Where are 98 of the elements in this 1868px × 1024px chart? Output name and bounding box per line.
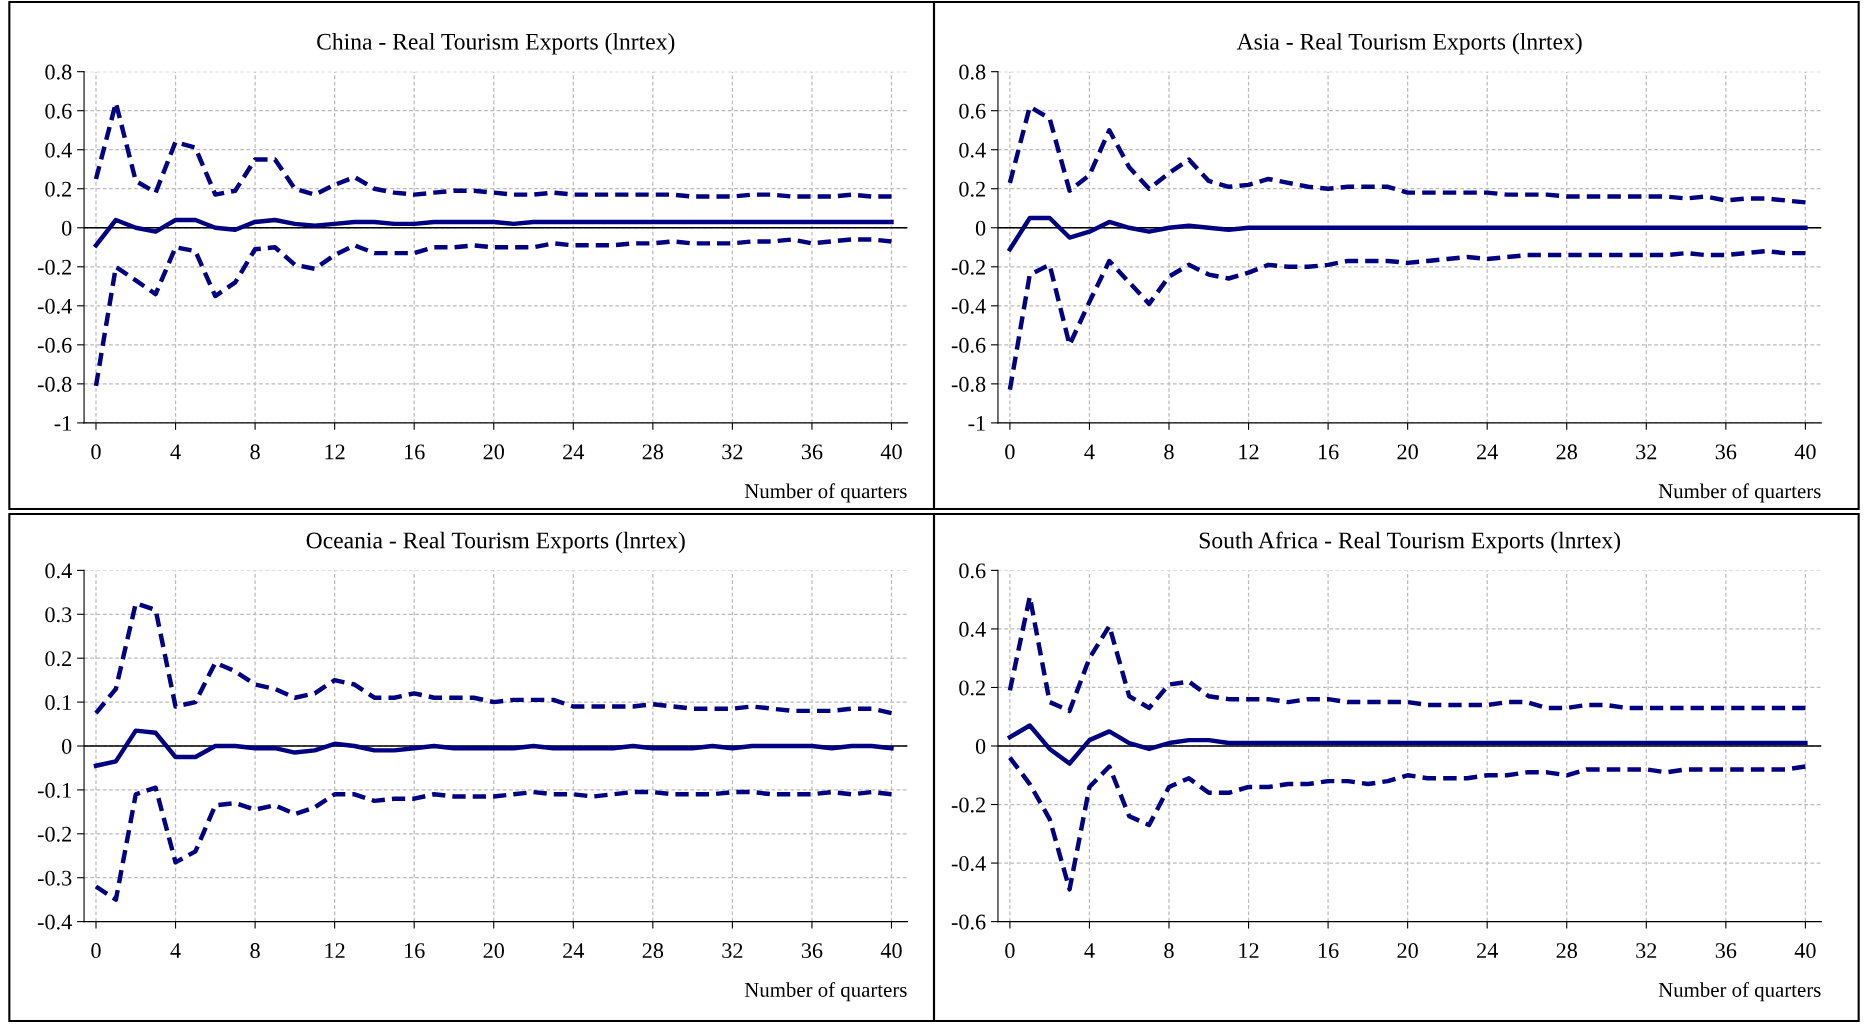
x-tick-label: 0 — [91, 943, 101, 959]
y-tick-label: 0.3 — [45, 607, 72, 623]
y-tick-label: -0.6 — [951, 914, 986, 930]
x-axis-title: Number of quarters — [1658, 483, 1821, 503]
y-tick-label: 0 — [975, 738, 986, 754]
x-tick-label: 20 — [483, 943, 504, 959]
x-tick-label: 16 — [405, 444, 425, 460]
x-tick-label: 12 — [1239, 943, 1259, 958]
line-series — [1007, 723, 1808, 766]
y-tick-label: -0.6 — [37, 337, 72, 353]
x-tick-label: 32 — [722, 444, 743, 460]
y-tick-label: -0.4 — [37, 914, 72, 930]
x-tick-label: 8 — [250, 943, 260, 959]
y-tick-label: -0.2 — [951, 797, 985, 813]
x-tick-label: 28 — [642, 444, 664, 460]
x-tick-label: 40 — [880, 444, 902, 460]
x-tick-label: 12 — [325, 943, 345, 958]
x-tick-label: 8 — [250, 444, 260, 460]
x-tick-label: 12 — [1239, 444, 1259, 460]
x-tick-label: 20 — [1397, 943, 1418, 959]
x-tick-label: 20 — [1397, 444, 1418, 460]
y-tick-label: 0.4 — [959, 142, 986, 158]
y-tick-label: 0.4 — [959, 621, 986, 637]
x-tick-label: 24 — [1477, 444, 1498, 460]
chart-title: Asia - Real Tourism Exports (lnrtex) — [1236, 33, 1582, 55]
x-tick-label: 8 — [1164, 444, 1174, 460]
line-series — [93, 728, 894, 768]
y-tick-label: -0.8 — [951, 376, 986, 392]
y-tick-label: 0.2 — [45, 651, 72, 667]
x-tick-label: 32 — [1636, 943, 1657, 959]
y-tick-label: -0.2 — [37, 259, 72, 275]
x-tick-label: 40 — [1794, 444, 1816, 460]
y-tick-label: -0.1 — [37, 782, 71, 798]
y-tick-label: -0.6 — [951, 337, 986, 353]
x-tick-label: 28 — [1556, 943, 1578, 959]
x-tick-label: 28 — [642, 943, 664, 959]
x-tick-label: 24 — [563, 943, 585, 958]
line-series — [1007, 248, 1808, 392]
y-tick-label: 0.6 — [959, 103, 986, 119]
x-tick-label: 36 — [801, 943, 823, 959]
x-tick-label: 0 — [1005, 444, 1015, 460]
y-tick-label: 0.4 — [45, 142, 72, 158]
x-tick-label: 28 — [1556, 444, 1578, 460]
x-tick-label: 16 — [405, 943, 425, 959]
x-tick-label: 4 — [1084, 943, 1095, 958]
x-axis-title: Number of quarters — [744, 982, 907, 1002]
y-tick-label: -0.4 — [37, 298, 72, 314]
y-tick-label: 0.1 — [45, 695, 71, 711]
y-tick-label: 0.6 — [959, 563, 986, 579]
x-tick-label: 40 — [1794, 943, 1816, 959]
x-tick-label: 32 — [722, 943, 743, 959]
x-tick-label: 40 — [880, 943, 902, 959]
line-series — [93, 601, 894, 716]
x-tick-label: 12 — [325, 444, 345, 460]
y-tick-label: 0.2 — [959, 680, 985, 696]
x-tick-label: 24 — [1477, 943, 1498, 958]
x-tick-label: 24 — [563, 444, 585, 460]
y-tick-label: -1 — [968, 415, 985, 431]
line-series — [1007, 755, 1808, 892]
line-series — [1007, 104, 1808, 205]
x-tick-label: 4 — [170, 943, 181, 958]
y-tick-label: 0.2 — [45, 181, 72, 197]
chart-title: South Africa - Real Tourism Exports (lnrtex) — [1199, 531, 1621, 554]
y-tick-label: -0.4 — [951, 298, 986, 314]
x-tick-label: 16 — [1318, 444, 1339, 460]
chart-title: Oceania - Real Tourism Exports (lnrtex) — [306, 531, 685, 554]
line-series — [93, 785, 894, 902]
y-tick-label: 0 — [975, 220, 986, 236]
x-tick-label: 32 — [1636, 444, 1657, 460]
x-tick-label: 36 — [1715, 943, 1737, 959]
y-tick-label: -0.4 — [951, 856, 986, 872]
line-series — [1007, 215, 1808, 252]
y-tick-label: -0.3 — [37, 870, 72, 886]
chart-title: China - Real Tourism Exports (lnrtex) — [317, 33, 675, 55]
x-tick-label: 16 — [1318, 943, 1339, 959]
y-tick-label: 0.2 — [959, 181, 985, 197]
x-tick-label: 8 — [1164, 943, 1174, 959]
y-tick-label: -0.2 — [37, 826, 72, 842]
x-tick-label: 4 — [170, 444, 181, 460]
y-tick-label: 0.8 — [959, 64, 986, 80]
x-tick-label: 0 — [91, 444, 101, 460]
y-tick-label: -1 — [54, 415, 71, 431]
line-series — [93, 237, 894, 389]
y-tick-label: 0 — [61, 738, 72, 754]
y-tick-label: 0.6 — [45, 103, 72, 119]
x-tick-label: 0 — [1005, 943, 1015, 959]
line-series — [93, 217, 894, 248]
y-tick-label: 0.8 — [45, 64, 72, 80]
x-tick-label: 36 — [1715, 444, 1737, 460]
y-tick-label: -0.8 — [37, 376, 72, 392]
x-tick-label: 4 — [1084, 444, 1095, 460]
y-tick-label: -0.2 — [951, 259, 985, 275]
y-tick-label: 0 — [61, 220, 72, 236]
x-tick-label: 36 — [801, 444, 823, 460]
x-tick-label: 20 — [483, 444, 504, 460]
x-axis-title: Number of quarters — [744, 483, 907, 503]
y-tick-label: 0.4 — [45, 563, 72, 579]
x-axis-title: Number of quarters — [1658, 982, 1821, 1002]
